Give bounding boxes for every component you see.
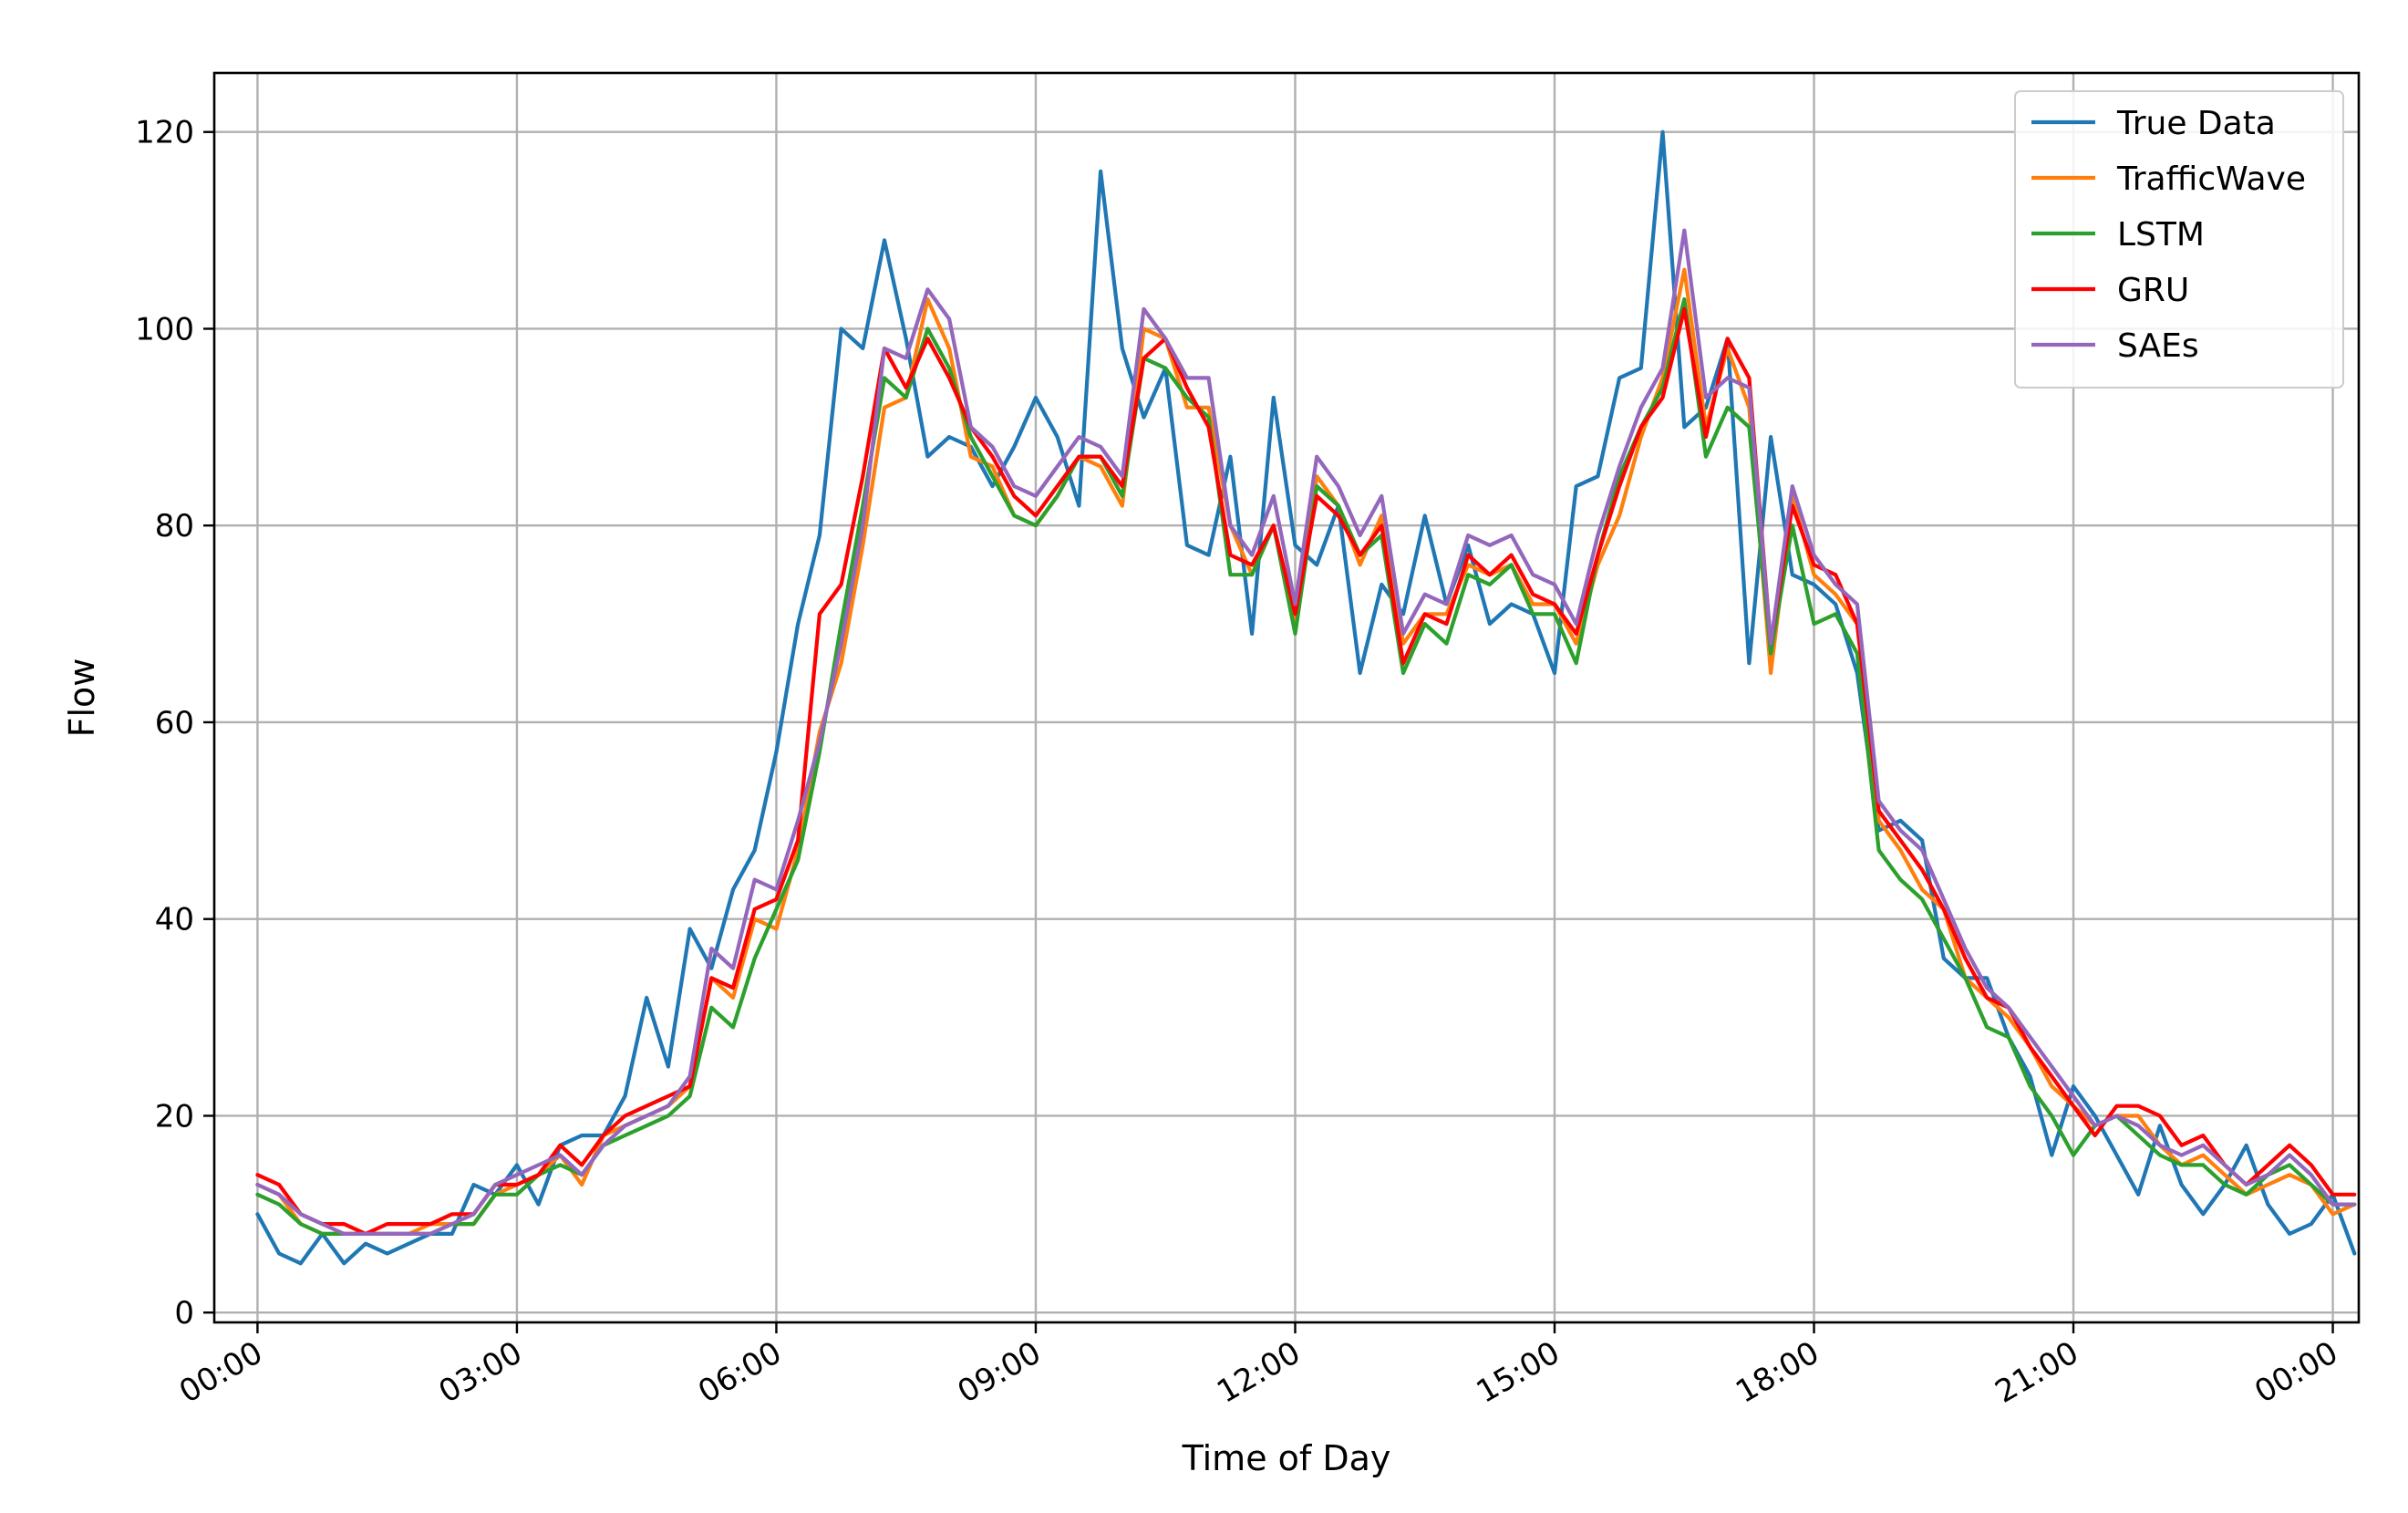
- x-axis-title: Time of Day: [1182, 1438, 1391, 1478]
- legend-label: LSTM: [2117, 216, 2205, 254]
- legend-label: TrafficWave: [2116, 161, 2306, 198]
- legend: True Data TrafficWave LSTM GRU SAEs: [2014, 90, 2344, 389]
- y-tick-label: 20: [155, 1098, 194, 1135]
- y-tick-label: 120: [135, 115, 194, 151]
- legend-label: True Data: [2116, 105, 2276, 142]
- y-tick-label: 0: [174, 1295, 194, 1332]
- series-line-saes: [255, 228, 2357, 1237]
- series-lines: [255, 130, 2357, 1266]
- legend-box: [2014, 90, 2344, 389]
- y-axis-title: Flow: [62, 658, 102, 738]
- plot-frame: [212, 71, 2361, 1324]
- y-tick-label: 40: [155, 902, 194, 938]
- y-tick-label: 60: [155, 705, 194, 741]
- y-axis-ticks: 0 20 40 60 80 100 120: [135, 115, 214, 1332]
- legend-label: SAEs: [2117, 327, 2199, 365]
- y-tick-label: 80: [155, 508, 194, 544]
- legend-label: GRU: [2117, 272, 2189, 309]
- y-tick-label: 100: [135, 311, 194, 347]
